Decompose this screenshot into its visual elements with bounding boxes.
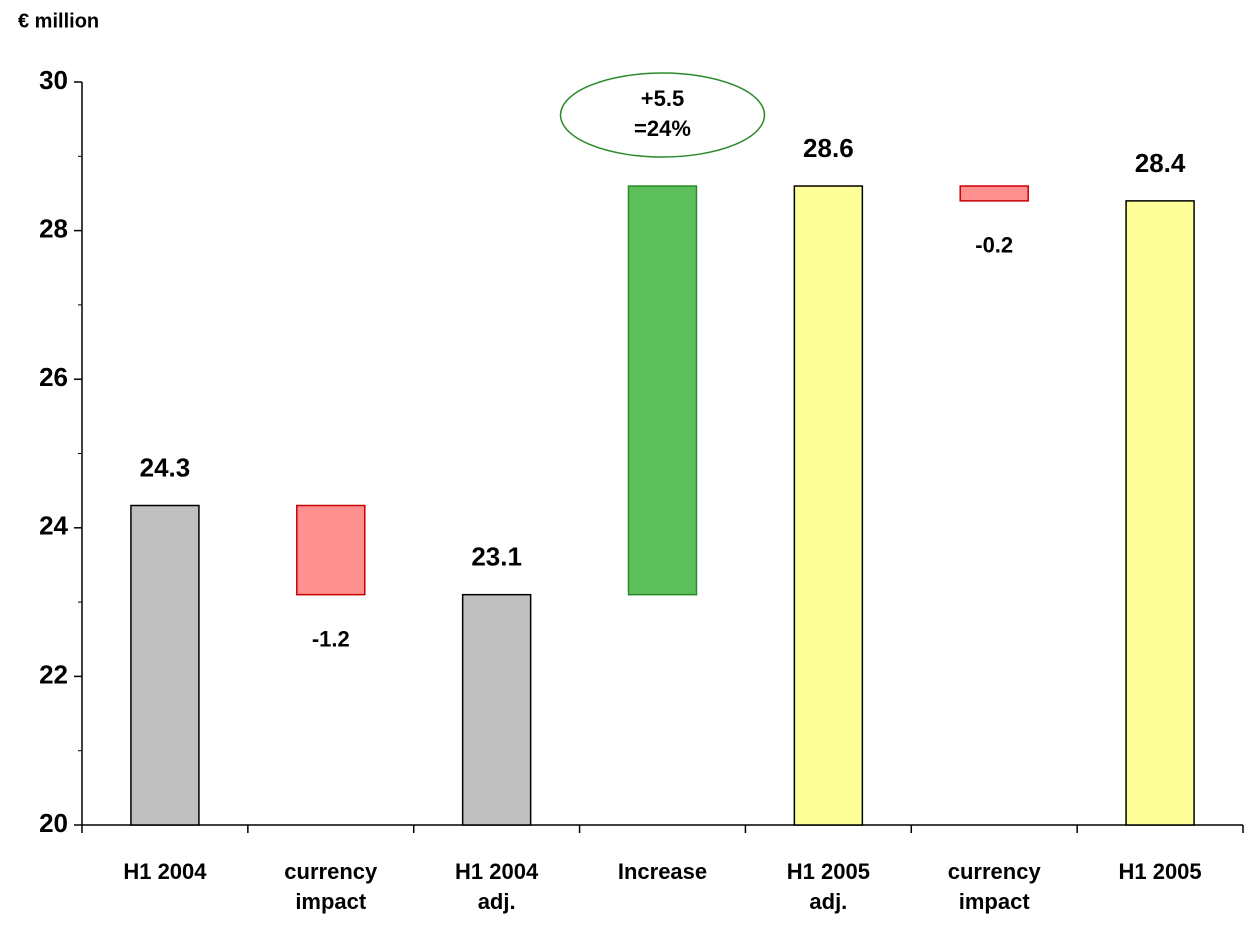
x-tick-label: currency impact <box>948 859 1042 914</box>
value-label: 28.4 <box>1135 148 1186 178</box>
y-tick-label: 28 <box>39 213 68 243</box>
value-label: 23.1 <box>471 542 522 572</box>
y-axis-label: € million <box>18 10 99 32</box>
value-label: 28.6 <box>803 133 854 163</box>
bar <box>1125 200 1195 826</box>
y-tick-label: 24 <box>39 511 68 541</box>
value-label: +5.5 <box>641 86 684 111</box>
bar <box>461 593 532 826</box>
annotation: =24% <box>634 116 691 141</box>
x-tick-label: H1 2005 adj. <box>787 859 870 914</box>
y-tick-label: 20 <box>39 808 68 838</box>
x-tick-label: H1 2004 <box>123 859 207 884</box>
y-tick-label: 22 <box>39 659 68 689</box>
x-tick-label: Increase <box>618 859 707 884</box>
annotation-ellipse <box>559 72 766 158</box>
bar <box>130 504 200 826</box>
bar <box>959 185 1029 202</box>
x-tick-label: currency impact <box>284 859 378 914</box>
value-label: -1.2 <box>312 626 350 651</box>
value-label: 24.3 <box>140 452 191 482</box>
bar <box>793 185 864 826</box>
bar <box>627 185 698 596</box>
y-tick-label: 30 <box>39 65 68 95</box>
y-tick-label: 26 <box>39 362 68 392</box>
x-tick-label: H1 2004 adj. <box>455 859 539 914</box>
value-label: -0.2 <box>975 233 1013 258</box>
x-tick-label: H1 2005 <box>1118 859 1201 884</box>
bar <box>296 504 366 596</box>
